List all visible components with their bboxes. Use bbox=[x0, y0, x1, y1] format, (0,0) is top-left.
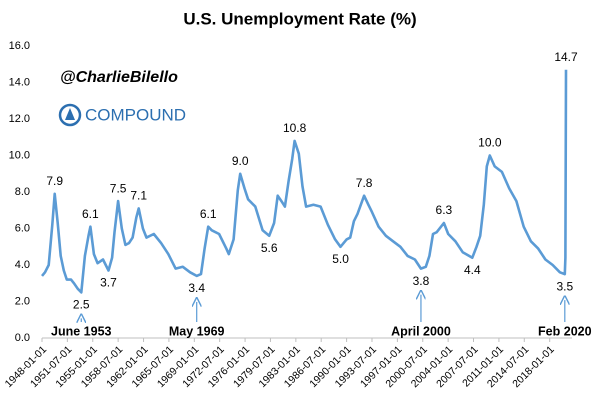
value-label: 3.4 bbox=[188, 281, 205, 295]
y-tick-label: 12.0 bbox=[9, 113, 30, 125]
value-label: 14.7 bbox=[554, 50, 578, 64]
annotation: Feb 2020 bbox=[538, 324, 592, 338]
value-label: 7.8 bbox=[356, 176, 373, 190]
value-label: 3.7 bbox=[100, 276, 117, 290]
y-tick-label: 6.0 bbox=[15, 222, 30, 234]
value-label: 7.9 bbox=[46, 174, 63, 188]
y-tick-label: 0.0 bbox=[15, 332, 30, 344]
line bbox=[41, 69, 568, 294]
value-label: 6.3 bbox=[436, 203, 453, 217]
value-label: 6.1 bbox=[82, 207, 99, 221]
y-tick-label: 14.0 bbox=[9, 76, 30, 88]
y-tick-label: 10.0 bbox=[9, 149, 30, 161]
brand-logo bbox=[58, 103, 82, 127]
value-label: 3.8 bbox=[413, 274, 430, 288]
y-tick-label: 4.0 bbox=[15, 259, 30, 271]
y-tick-label: 16.0 bbox=[9, 40, 30, 52]
annotation: May 1969 bbox=[169, 324, 225, 338]
handle: @CharlieBilello bbox=[60, 69, 178, 86]
value-label: 10.0 bbox=[478, 136, 502, 150]
value-label: 6.1 bbox=[200, 207, 217, 221]
annotation: April 2000 bbox=[391, 324, 451, 338]
value-label: 5.6 bbox=[261, 241, 278, 255]
annotation: June 1953 bbox=[51, 324, 112, 338]
value-label: 5.0 bbox=[332, 252, 349, 266]
y-tick-label: 8.0 bbox=[15, 186, 30, 198]
value-label: 7.5 bbox=[110, 181, 127, 195]
value-label: 3.5 bbox=[556, 279, 573, 293]
value-label: 10.8 bbox=[283, 121, 307, 135]
value-label: 2.5 bbox=[73, 298, 90, 312]
chart-title: U.S. Unemployment Rate (%) bbox=[183, 9, 416, 28]
y-tick-label: 2.0 bbox=[15, 295, 30, 307]
value-label: 4.4 bbox=[464, 263, 481, 277]
brand: COMPOUND bbox=[85, 105, 186, 124]
value-label: 9.0 bbox=[232, 154, 249, 168]
value-label: 7.1 bbox=[130, 189, 147, 203]
